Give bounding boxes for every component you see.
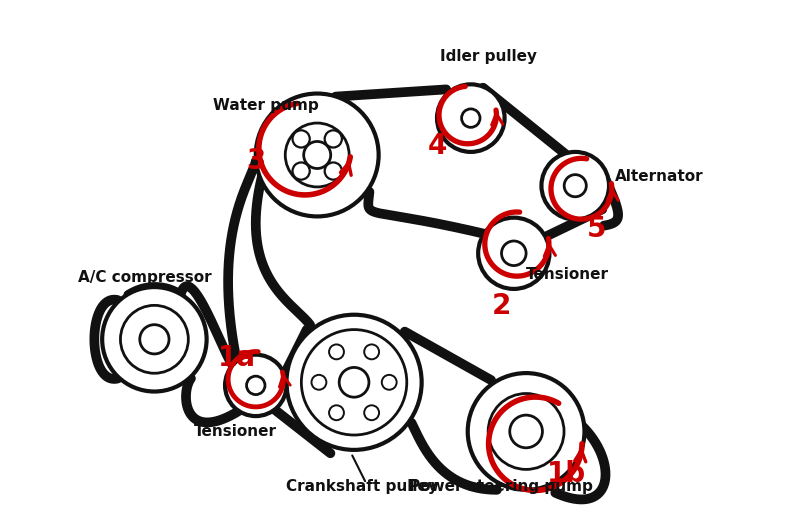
Circle shape: [311, 375, 326, 390]
Circle shape: [339, 368, 369, 397]
Circle shape: [139, 324, 169, 354]
Circle shape: [102, 287, 206, 392]
Circle shape: [381, 375, 396, 390]
Text: 1a: 1a: [218, 344, 256, 372]
Circle shape: [325, 130, 342, 148]
Circle shape: [364, 405, 379, 420]
Circle shape: [303, 141, 331, 169]
Circle shape: [225, 355, 287, 416]
Circle shape: [462, 109, 480, 128]
Text: Alternator: Alternator: [615, 169, 704, 184]
Circle shape: [292, 162, 310, 180]
Text: 5: 5: [587, 215, 607, 243]
Text: 3: 3: [246, 147, 266, 175]
Text: A/C compressor: A/C compressor: [77, 270, 211, 286]
Circle shape: [510, 415, 542, 448]
Circle shape: [468, 373, 585, 490]
Circle shape: [247, 376, 265, 395]
Circle shape: [329, 344, 344, 359]
Text: Idler pulley: Idler pulley: [440, 49, 537, 64]
Circle shape: [437, 85, 504, 152]
Circle shape: [329, 405, 344, 420]
Circle shape: [287, 314, 422, 450]
Text: Tensioner: Tensioner: [526, 267, 609, 282]
Circle shape: [564, 175, 586, 197]
Text: Power steering pump: Power steering pump: [409, 479, 593, 494]
Text: 1b: 1b: [546, 460, 585, 488]
Text: Water pump: Water pump: [213, 98, 318, 113]
Circle shape: [501, 241, 526, 266]
Circle shape: [292, 130, 310, 148]
Circle shape: [364, 344, 379, 359]
Text: 2: 2: [492, 291, 511, 320]
Circle shape: [541, 152, 609, 219]
Circle shape: [478, 218, 549, 289]
Circle shape: [325, 162, 342, 180]
Circle shape: [256, 93, 379, 216]
Text: Tensioner: Tensioner: [195, 424, 277, 439]
Text: 4: 4: [427, 132, 447, 160]
Text: Crankshaft pulley: Crankshaft pulley: [287, 479, 438, 494]
